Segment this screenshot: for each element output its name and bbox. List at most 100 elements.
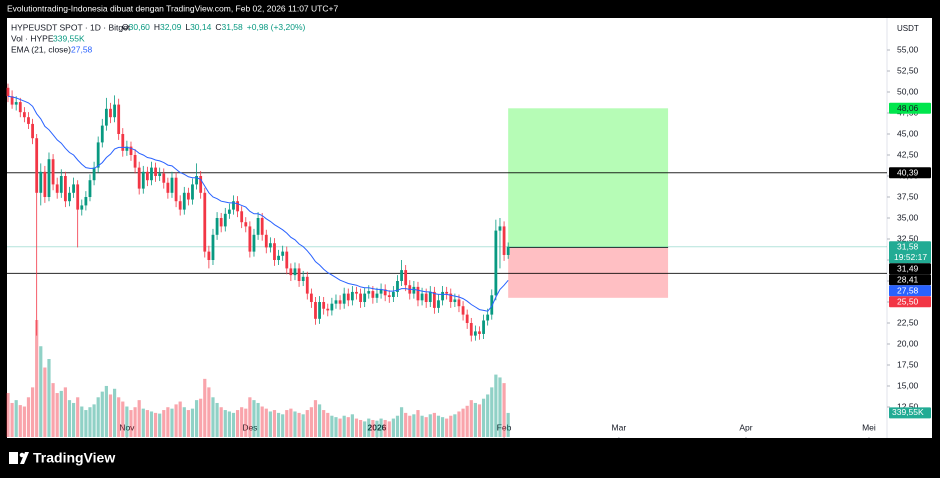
candle-body [375,293,379,298]
ohlc-key: H [154,22,160,32]
volume-bar [190,408,195,437]
candle-body [469,323,473,336]
candle-body [22,112,26,118]
ohlc-key: L [185,22,190,32]
volume-bar [43,367,47,437]
volume-bar [285,410,289,437]
candle-body [129,146,133,156]
candle-body [486,314,490,321]
volume-bar [276,412,281,437]
candle-body [109,108,112,118]
volume-bar [88,407,92,437]
price-tag [889,296,931,308]
ema-line [7,95,509,312]
candle-body [301,276,305,282]
volume-bar [47,359,51,437]
volume-bar [51,383,55,437]
candle-body [285,251,289,269]
candle-body [162,173,166,183]
volume-bar [506,412,510,437]
candle-body [502,226,506,255]
volume-bar [363,421,367,437]
price-tag [889,241,931,264]
volume-name: Vol · HYPE [11,33,54,43]
volume-bar [330,415,334,437]
candle-body [482,320,485,334]
volume-bar [453,414,457,437]
candle-body [346,293,350,301]
volume-bar [248,397,252,437]
y-tick-label: 12,50 [897,401,919,411]
volume-bar [145,410,149,437]
candle-body [207,251,211,261]
volume-bar [334,417,338,437]
volume-bar [289,408,293,437]
volume-bar [153,412,158,437]
volume-bar [125,406,129,437]
candle-body [465,314,469,324]
volume-bar [186,410,190,437]
volume-bar [207,387,211,437]
candle-body [252,234,256,252]
candle-body [490,295,494,315]
volume-bar [235,410,240,437]
logo-mark [20,452,29,464]
volume-bar [22,406,26,437]
price-tag [889,263,931,275]
candle-body [473,331,477,336]
y-tick-label: 52,50 [897,65,919,75]
volume-bar [445,418,449,437]
price-tag [889,274,931,286]
volume-bar [268,411,272,437]
candle-body [76,184,80,210]
candle-body [137,167,141,189]
position-loss-zone [508,247,669,298]
candle-body [166,182,170,193]
candle-body [236,201,239,212]
volume-bar [293,411,297,437]
volume-bar [297,412,301,437]
candle-body [264,234,268,248]
volume-bar [383,419,387,437]
volume-bar [96,397,100,437]
candle-body [232,201,235,210]
volume-bar [117,397,121,437]
candle-body [461,306,465,315]
plot: 12,5015,0017,5020,0022,5025,0027,5030,00… [6,44,931,438]
ema-name: EMA (21, close) [11,44,71,54]
volume-bar [371,419,375,437]
volume-bar [59,390,63,437]
volume-bar [502,383,506,437]
candle-body [18,102,22,113]
volume-bar [424,417,428,437]
candle-body [355,291,358,294]
candle-body [273,243,276,261]
logo-dot [19,452,25,458]
candle-body [186,192,190,200]
volume-bar [199,398,203,437]
price-tag-label: 27,58 [897,285,919,295]
y-tick-label: 32,50 [897,233,919,243]
candle-body [55,184,59,193]
volume-bar [416,410,420,437]
volume-bar [108,394,113,437]
volume-bar [244,408,248,437]
volume-bar [408,415,412,437]
brand-logo: TradingView [9,450,115,466]
volume-bar [121,401,125,437]
volume-bar [305,410,309,437]
candle-body [326,308,330,311]
candle-body [150,167,153,181]
volume-bar [379,418,383,437]
y-tick-label: 22,50 [897,317,919,327]
volume-bar [412,414,416,437]
volume-bar [350,414,354,437]
volume-bar [71,402,76,437]
volume-bar [137,400,141,437]
volume-bar [346,417,350,437]
ohlc-value: 31,58 [221,22,243,32]
candle-body [297,268,301,282]
volume-bar [428,414,432,437]
position-profit-zone [508,108,669,248]
candle-body [281,251,285,256]
